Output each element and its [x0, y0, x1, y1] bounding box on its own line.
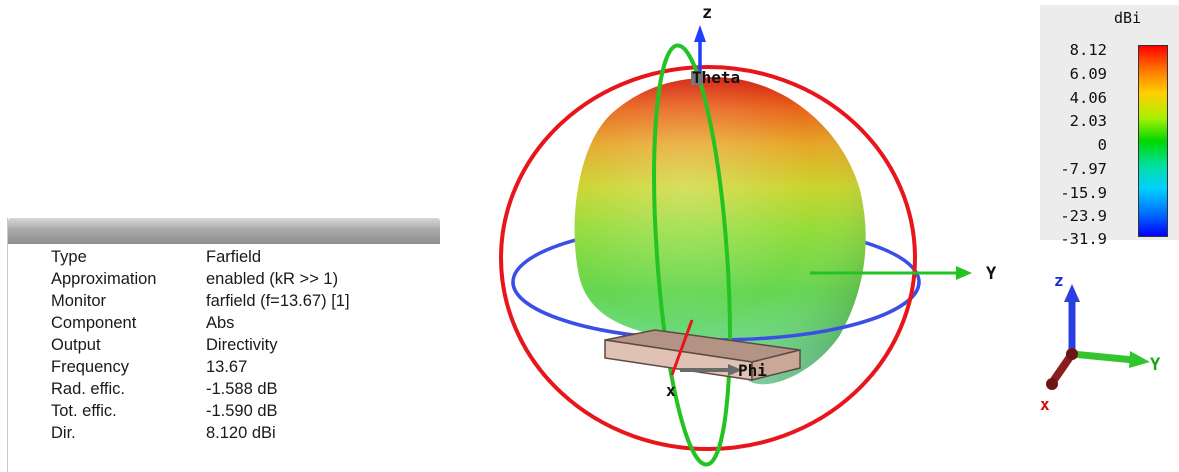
legend-tick: 6.09 [1069, 65, 1107, 83]
z-axis-label: z [702, 3, 712, 23]
legend-tick: -15.9 [1060, 184, 1107, 202]
legend-tick: -23.9 [1060, 207, 1107, 225]
info-value: Farfield [206, 247, 262, 266]
info-value: -1.590 dB [206, 401, 278, 420]
info-rows: Type Farfield Approximation enabled (kR … [8, 246, 440, 444]
info-value: Abs [206, 313, 235, 332]
legend-tick: 0 [1097, 136, 1107, 154]
info-key: Rad. effic. [51, 379, 125, 398]
farfield-3d-view[interactable]: Y z Theta Phi x [480, 0, 1020, 472]
info-key: Output [51, 335, 101, 354]
triad-origin [1066, 348, 1078, 360]
info-key: Approximation [51, 269, 157, 288]
info-key: Component [51, 313, 137, 332]
feed-line [670, 319, 694, 376]
triad-x-tip [1046, 378, 1058, 390]
lobe-shading [574, 77, 866, 385]
info-value: enabled (kR >> 1) [206, 269, 339, 288]
info-value: 13.67 [206, 357, 248, 376]
info-row-dir: Dir. 8.120 dBi [8, 422, 440, 444]
triad-z-label: z [1054, 271, 1064, 290]
theta-ring [499, 65, 917, 451]
info-key: Tot. effic. [51, 401, 117, 420]
info-row-frequency: Frequency 13.67 [8, 356, 440, 378]
info-key: Dir. [51, 423, 76, 442]
triad-z-arrow [1064, 284, 1080, 302]
legend-tick: 4.06 [1069, 89, 1107, 107]
y-axis-label: Y [986, 264, 997, 284]
ground-plane-side [751, 349, 801, 381]
x-axis-label: x [666, 381, 676, 400]
info-row-rad-effic: Rad. effic. -1.588 dB [8, 378, 440, 400]
legend-color-bar [1138, 45, 1168, 237]
legend-unit: dBi [1114, 9, 1142, 27]
info-key: Type [51, 247, 87, 266]
triad-x-label: x [1040, 395, 1050, 414]
legend-tick: 2.03 [1069, 112, 1107, 130]
y-axis-arrow [956, 266, 972, 280]
orientation-triad: z Y x [1040, 271, 1161, 414]
triad-y-axis [1071, 350, 1135, 364]
info-key: Frequency [51, 357, 129, 376]
info-value: Directivity [206, 335, 278, 354]
triad-y-label: Y [1150, 355, 1161, 375]
info-row-tot-effic: Tot. effic. -1.590 dB [8, 400, 440, 422]
green-ring [652, 43, 732, 467]
info-row-monitor: Monitor farfield (f=13.67) [1] [8, 290, 440, 312]
theta-marker [691, 71, 703, 85]
farfield-info-panel: Type Farfield Approximation enabled (kR … [7, 218, 440, 472]
legend-tick: -7.97 [1060, 160, 1107, 178]
info-key: Monitor [51, 291, 107, 310]
info-row-type: Type Farfield [8, 246, 440, 268]
info-row-component: Component Abs [8, 312, 440, 334]
phi-arrow [728, 364, 742, 376]
legend-tick: -31.9 [1060, 230, 1107, 248]
phi-label: Phi [738, 361, 767, 380]
theta-label: Theta [692, 68, 740, 87]
color-scale-legend: dBi 8.12 6.09 4.06 2.03 0 -7.97 -15.9 -2… [1040, 5, 1179, 247]
info-panel-header [8, 218, 440, 244]
legend-tick: 8.12 [1069, 41, 1107, 59]
info-value: farfield (f=13.67) [1] [206, 291, 350, 310]
z-axis-arrow [694, 25, 706, 42]
info-row-approximation: Approximation enabled (kR >> 1) [8, 268, 440, 290]
info-row-output: Output Directivity [8, 334, 440, 356]
triad-y-arrow [1129, 351, 1150, 368]
info-value: 8.120 dBi [206, 423, 276, 442]
info-value: -1.588 dB [206, 379, 278, 398]
